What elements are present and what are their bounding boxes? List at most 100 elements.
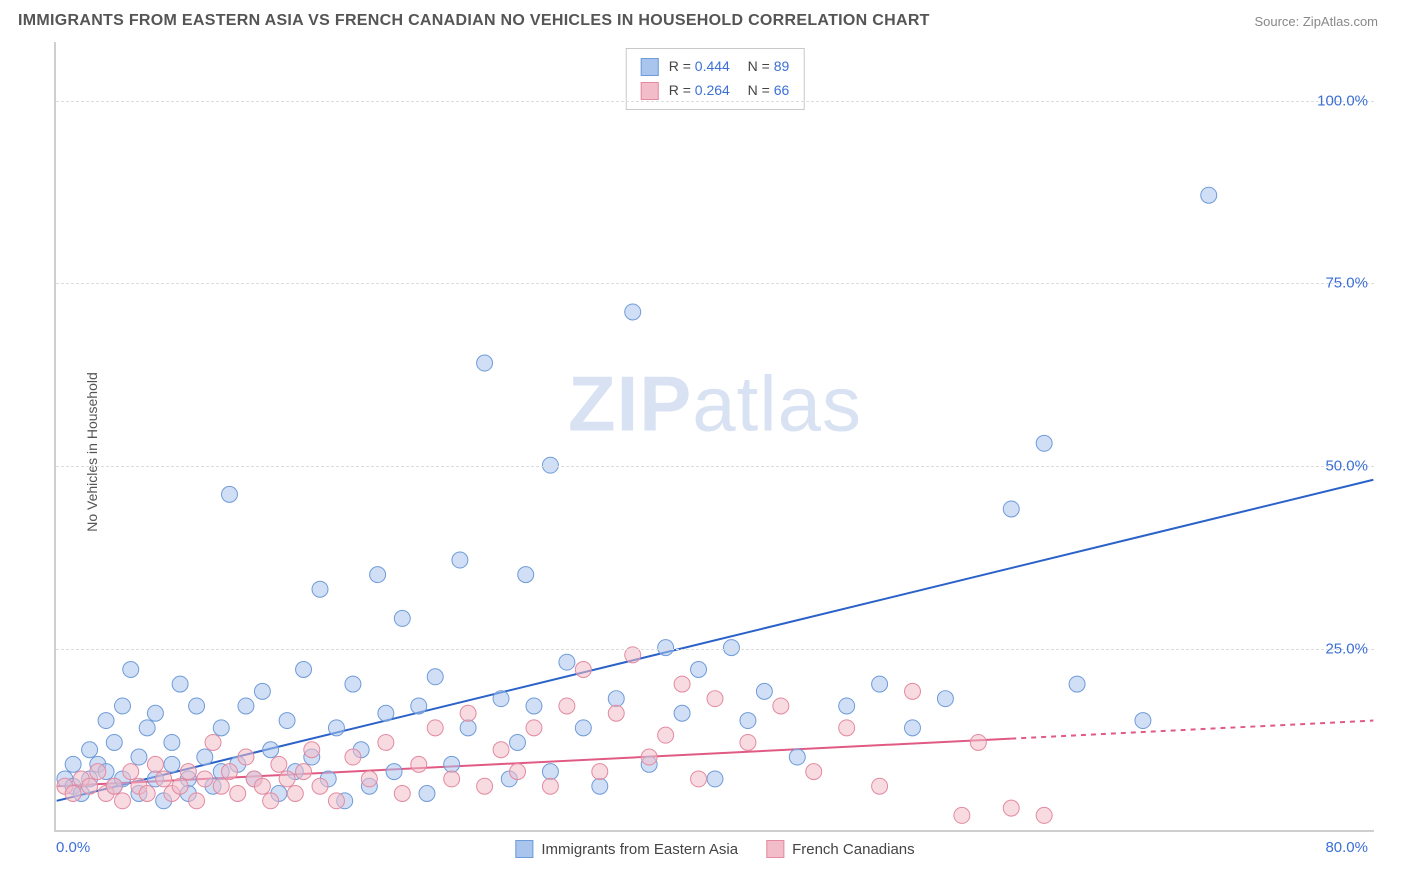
data-point — [756, 683, 772, 699]
legend-label-series-a: Immigrants from Eastern Asia — [541, 841, 738, 858]
data-point — [806, 764, 822, 780]
data-point — [526, 720, 542, 736]
data-point — [691, 662, 707, 678]
data-point — [905, 720, 921, 736]
data-point — [592, 778, 608, 794]
data-point — [493, 742, 509, 758]
data-point — [1036, 435, 1052, 451]
data-point — [238, 749, 254, 765]
data-point — [115, 793, 131, 809]
data-point — [559, 654, 575, 670]
data-point — [65, 786, 81, 802]
data-point — [147, 705, 163, 721]
swatch-series-b-icon — [766, 840, 784, 858]
data-point — [954, 807, 970, 823]
data-point — [1135, 713, 1151, 729]
data-point — [164, 734, 180, 750]
data-point — [123, 764, 139, 780]
data-point — [304, 742, 320, 758]
gridline — [56, 101, 1374, 102]
data-point — [460, 705, 476, 721]
data-point — [65, 756, 81, 772]
data-point — [370, 567, 386, 583]
swatch-series-a-icon — [515, 840, 533, 858]
data-point — [213, 720, 229, 736]
chart-container: No Vehicles in Household ZIPatlas R = 0.… — [18, 42, 1388, 862]
chart-title: IMMIGRANTS FROM EASTERN ASIA VS FRENCH C… — [18, 12, 930, 30]
data-point — [345, 676, 361, 692]
swatch-series-a — [641, 58, 659, 76]
data-point — [839, 720, 855, 736]
stats-row-series-a: R = 0.444 N = 89 — [641, 55, 790, 79]
data-point — [1003, 501, 1019, 517]
data-point — [559, 698, 575, 714]
stats-row-series-b: R = 0.264 N = 66 — [641, 79, 790, 103]
data-point — [197, 749, 213, 765]
data-point — [411, 756, 427, 772]
data-point — [872, 778, 888, 794]
data-point — [905, 683, 921, 699]
data-point — [164, 756, 180, 772]
data-point — [180, 764, 196, 780]
data-point — [542, 764, 558, 780]
y-tick-label: 100.0% — [1317, 92, 1368, 109]
data-point — [452, 552, 468, 568]
data-point — [477, 778, 493, 794]
data-point — [312, 581, 328, 597]
data-point — [287, 786, 303, 802]
data-point — [740, 734, 756, 750]
data-point — [82, 742, 98, 758]
data-point — [394, 786, 410, 802]
data-point — [254, 778, 270, 794]
data-point — [789, 749, 805, 765]
data-point — [444, 756, 460, 772]
data-point — [131, 749, 147, 765]
data-point — [222, 486, 238, 502]
data-point — [263, 742, 279, 758]
data-point — [378, 734, 394, 750]
data-point — [279, 771, 295, 787]
data-point — [1003, 800, 1019, 816]
data-point — [592, 764, 608, 780]
source-label: Source: ZipAtlas.com — [1254, 14, 1378, 29]
y-tick-label: 25.0% — [1325, 641, 1368, 658]
data-point — [1069, 676, 1085, 692]
data-point — [197, 771, 213, 787]
data-point — [115, 698, 131, 714]
data-point — [312, 778, 328, 794]
gridline — [56, 649, 1374, 650]
x-tick-min: 0.0% — [56, 839, 90, 856]
data-point — [608, 705, 624, 721]
data-point — [189, 698, 205, 714]
data-point — [213, 778, 229, 794]
data-point — [386, 764, 402, 780]
data-point — [970, 734, 986, 750]
data-point — [82, 778, 98, 794]
data-point — [575, 720, 591, 736]
data-point — [106, 734, 122, 750]
legend-label-series-b: French Canadians — [792, 841, 915, 858]
data-point — [361, 771, 377, 787]
data-point — [510, 734, 526, 750]
data-point — [542, 778, 558, 794]
data-point — [723, 640, 739, 656]
data-point — [345, 749, 361, 765]
data-point — [271, 756, 287, 772]
data-point — [510, 764, 526, 780]
data-point — [411, 698, 427, 714]
data-point — [707, 771, 723, 787]
gridline — [56, 466, 1374, 467]
data-point — [1036, 807, 1052, 823]
data-point — [296, 764, 312, 780]
legend-item-series-b: French Canadians — [766, 840, 915, 858]
data-point — [674, 705, 690, 721]
data-point — [493, 691, 509, 707]
data-point — [575, 662, 591, 678]
data-point — [238, 698, 254, 714]
data-point — [542, 457, 558, 473]
data-point — [641, 749, 657, 765]
data-point — [205, 734, 221, 750]
data-point — [139, 720, 155, 736]
data-point — [90, 764, 106, 780]
data-point — [254, 683, 270, 699]
